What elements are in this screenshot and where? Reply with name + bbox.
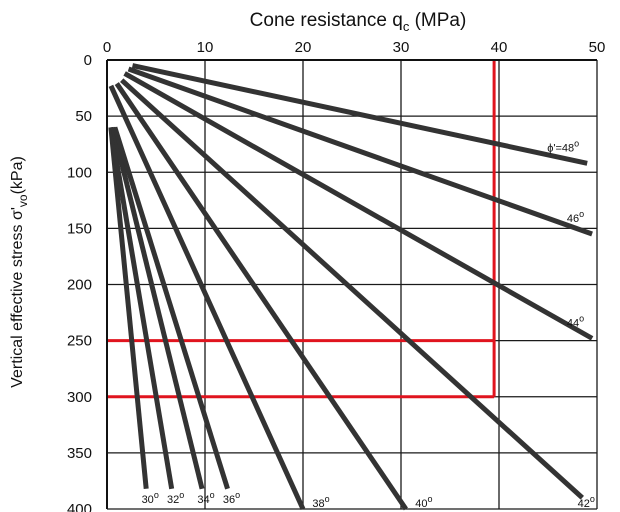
y-tick-label: 100 (67, 164, 92, 181)
y-tick-label: 200 (67, 277, 92, 294)
series-line (108, 84, 306, 511)
series-label: 40o (415, 494, 432, 510)
series-label: 42o (578, 494, 595, 510)
chart-title: Cone resistance qc (MPa) (250, 10, 467, 34)
series-line (127, 66, 593, 237)
series-label: 44o (567, 313, 584, 329)
y-axis-label: Vertical effective stress σ'vo(kPa) (9, 156, 30, 388)
series-lines (108, 63, 594, 511)
series-label: 32o (167, 490, 184, 506)
y-tick-label: 150 (67, 220, 92, 237)
y-tick-label: 300 (67, 389, 92, 406)
series-line (120, 78, 584, 500)
y-tick-label: 350 (67, 445, 92, 462)
x-tick-label: 50 (589, 39, 606, 56)
y-tick-label: 400 (67, 501, 92, 512)
series-label: 46o (567, 209, 584, 225)
y-tick-label: 50 (75, 108, 92, 125)
y-tick-label: 250 (67, 333, 92, 350)
series-line (108, 127, 149, 490)
annotation-lines (107, 60, 496, 399)
series-line (131, 63, 588, 166)
axes: 0 10 20 30 40 50 0 50 100 150 200 250 300 350 400 (67, 39, 605, 512)
series-line (114, 82, 408, 511)
series-line (123, 71, 594, 341)
x-tick-label: 0 (103, 39, 111, 56)
series-line (112, 126, 230, 490)
x-tick-label: 20 (295, 39, 312, 56)
series-label: 30o (142, 490, 159, 506)
series-line (110, 126, 205, 490)
x-tick-label: 10 (197, 39, 214, 56)
series-labels: 30o 32o 34o 36o 38o 40o 42o 44o 46o ϕ'=48o (142, 138, 595, 510)
x-tick-label: 30 (393, 39, 410, 56)
series-label: 34o (197, 490, 214, 506)
series-label: ϕ'=48o (547, 138, 579, 154)
y-tick-label: 0 (84, 52, 92, 69)
series-label: 38o (312, 494, 329, 510)
series-line (108, 126, 175, 490)
series-label: 36o (223, 490, 240, 506)
x-tick-label: 40 (491, 39, 508, 56)
